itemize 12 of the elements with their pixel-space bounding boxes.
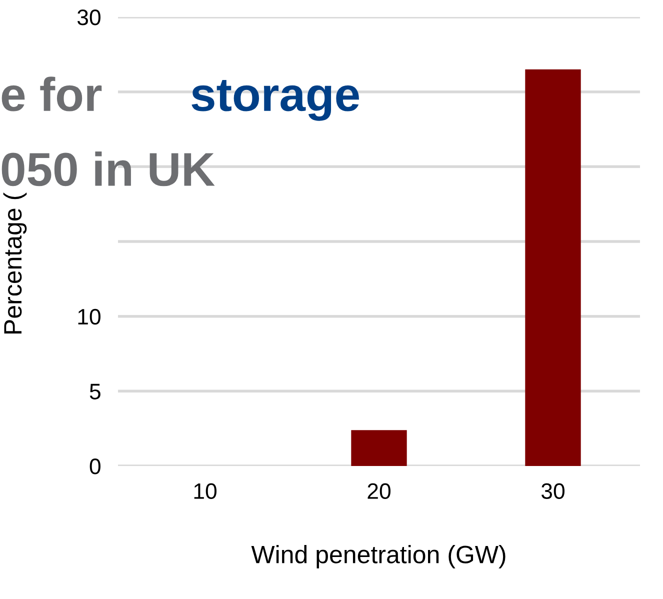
y-tick-label: 10: [78, 308, 100, 325]
y-axis-title: Percentage (: [3, 192, 27, 334]
annotation: storage: [192, 80, 359, 121]
x-axis-title: Wind penetration (GW): [251, 545, 506, 568]
x-tick-label: 20: [368, 483, 390, 499]
y-tick-label: 30: [77, 10, 100, 26]
x-tick-label: 30: [541, 483, 564, 499]
text: e for: [2, 76, 102, 112]
x-tick-label: 10: [194, 483, 216, 499]
annotation: 050 in UK: [2, 151, 215, 186]
y-tick-label: 0: [90, 458, 100, 474]
y-tick-label: 5: [90, 384, 100, 400]
